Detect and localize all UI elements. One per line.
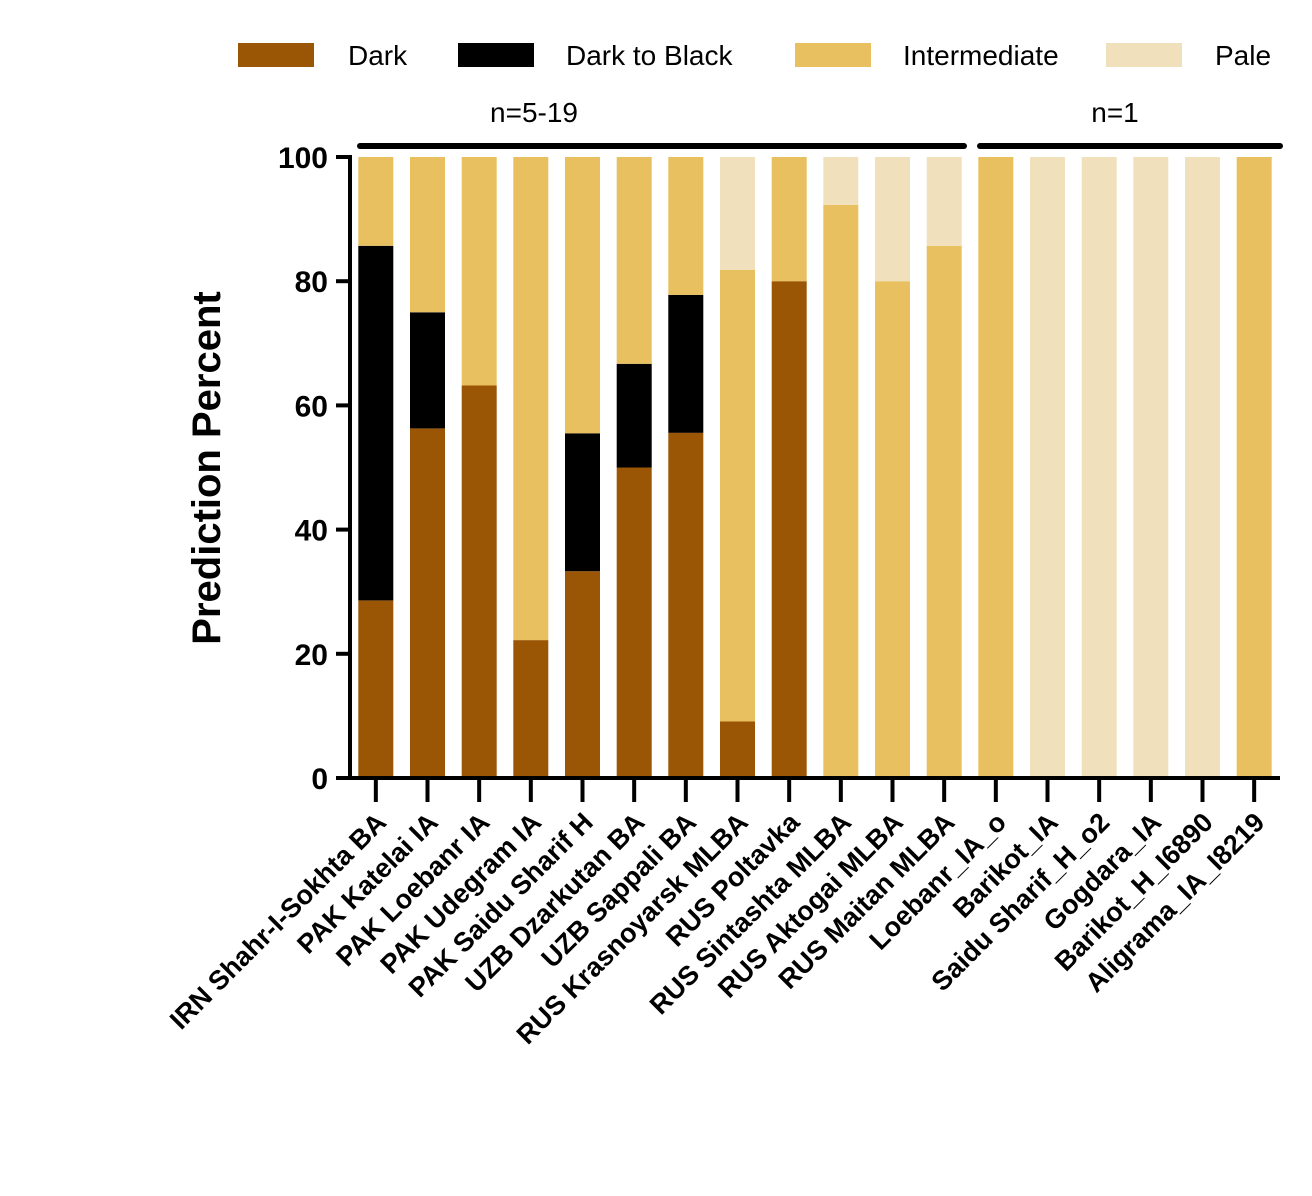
bar-segment-intermediate-17 <box>1236 157 1272 778</box>
bar-segment-dark-to-black-1 <box>410 312 445 429</box>
bar-segment-pale-13 <box>1030 157 1065 778</box>
legend: Dark Dark to Black Intermediate Pale <box>238 40 1271 71</box>
y-tick-label: 100 <box>278 142 328 175</box>
bar-segment-dark-to-black-4 <box>565 433 600 572</box>
legend-swatch-dark <box>238 43 314 67</box>
group-annotations: n=5-19 n=1 <box>357 97 1283 149</box>
bar-segment-intermediate-10 <box>875 281 910 778</box>
y-tick-label: 80 <box>295 266 328 299</box>
bar-segment-pale-14 <box>1081 157 1117 778</box>
y-axis-title: Prediction Percent <box>185 291 229 644</box>
bar-segment-intermediate-8 <box>771 157 807 282</box>
bar-segment-dark-to-black-0 <box>358 245 394 601</box>
legend-swatch-dark-to-black <box>458 43 534 67</box>
bar-segment-intermediate-4 <box>565 157 600 434</box>
group-label: n=1 <box>1091 97 1139 128</box>
bar-segment-pale-11 <box>926 157 962 246</box>
y-tick-label: 60 <box>295 390 328 423</box>
bar-segment-dark-1 <box>410 428 445 778</box>
bar-segment-intermediate-0 <box>358 157 394 246</box>
y-tick-label: 40 <box>295 515 328 548</box>
bar-segment-intermediate-12 <box>978 157 1014 778</box>
bar-segment-dark-4 <box>565 571 600 778</box>
bar-segment-pale-16 <box>1185 157 1220 778</box>
bar-segment-pale-15 <box>1133 157 1169 778</box>
bar-segment-dark-6 <box>668 432 704 778</box>
bar-segment-dark-2 <box>461 385 497 778</box>
bar-segment-dark-0 <box>358 600 394 778</box>
bar-segment-pale-10 <box>875 157 910 282</box>
bar-segment-intermediate-5 <box>616 157 652 364</box>
y-tick-label: 0 <box>311 763 328 796</box>
bar-segment-dark-to-black-6 <box>668 294 704 433</box>
group-label: n=5-19 <box>490 97 578 128</box>
bar-segment-intermediate-3 <box>513 157 549 641</box>
bar-segment-pale-7 <box>720 157 755 270</box>
legend-label: Dark to Black <box>566 40 733 71</box>
bar-segment-intermediate-11 <box>926 245 962 779</box>
bar-segment-intermediate-2 <box>461 157 497 386</box>
bar-segment-dark-3 <box>513 640 549 778</box>
bars <box>358 157 1272 779</box>
legend-swatch-intermediate <box>795 43 871 67</box>
bar-segment-dark-8 <box>771 281 807 778</box>
y-tick-label: 20 <box>295 639 328 672</box>
bar-segment-dark-to-black-5 <box>616 363 652 468</box>
bar-segment-intermediate-7 <box>720 270 755 722</box>
bar-segment-intermediate-1 <box>410 157 445 313</box>
legend-label: Pale <box>1215 40 1271 71</box>
bar-segment-pale-9 <box>823 157 859 205</box>
bar-segment-intermediate-9 <box>823 204 859 779</box>
legend-swatch-pale <box>1106 43 1182 67</box>
bar-segment-dark-7 <box>720 721 755 778</box>
bar-segment-intermediate-6 <box>668 157 704 295</box>
legend-label: Intermediate <box>903 40 1059 71</box>
x-tick-label: IRN Shahr-I-Sokhta BA <box>164 807 392 1035</box>
legend-label: Dark <box>348 40 408 71</box>
bar-segment-dark-5 <box>616 467 652 778</box>
axes: 0 20 40 60 80 100 <box>278 142 1280 802</box>
